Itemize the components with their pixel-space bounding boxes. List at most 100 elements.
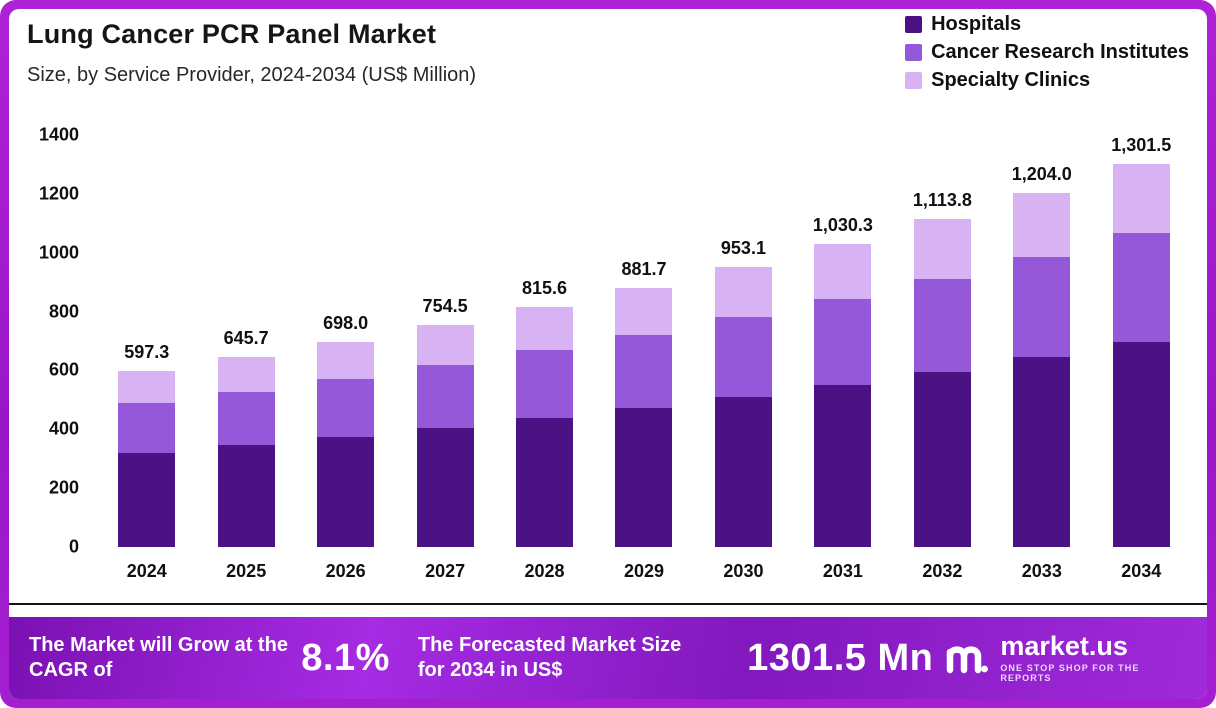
bar-segment-hospitals — [516, 418, 574, 547]
chart-title: Lung Cancer PCR Panel Market — [27, 19, 437, 49]
bar-segment-hospitals — [217, 445, 275, 547]
bar-segment-hospitals — [1112, 341, 1170, 547]
bar-total-label: 1,301.5 — [1111, 135, 1172, 155]
bar-segment-cancer-research-institutes — [217, 391, 275, 446]
infographic-body: Lung Cancer PCR Panel Market Size, by Se… — [9, 9, 1207, 699]
y-tick-label: 600 — [48, 359, 79, 380]
stacked-bar — [217, 357, 275, 547]
x-axis-label: 2024 — [126, 561, 167, 581]
bar-segment-cancer-research-institutes — [814, 298, 872, 385]
bar-group-2027: 754.5 — [395, 135, 494, 547]
forecast-text: The Forecasted Market Size for 2034 in U… — [417, 634, 682, 681]
bar-group-2034: 1,301.5 — [1092, 135, 1191, 547]
bar-segment-hospitals — [814, 384, 872, 547]
bar-segment-cancer-research-institutes — [317, 378, 375, 437]
bar-total-label: 1,030.3 — [812, 214, 873, 235]
y-tick-label: 800 — [48, 301, 79, 322]
bar-segment-specialty-clinics — [416, 324, 474, 366]
bar-segment-hospitals — [416, 428, 474, 547]
stacked-bar — [118, 371, 176, 547]
y-tick-label: 1000 — [38, 242, 79, 263]
x-axis-label: 2033 — [1021, 561, 1062, 581]
bar-group-2025: 645.7 — [196, 135, 295, 547]
x-axis-label: 2025 — [226, 561, 267, 581]
bar-segment-cancer-research-institutes — [913, 278, 971, 372]
brand-tagline: ONE STOP SHOP FOR THE REPORTS — [1000, 663, 1140, 683]
bar-segment-cancer-research-institutes — [1112, 233, 1170, 342]
y-tick-label: 400 — [48, 418, 79, 439]
bar-total-label: 815.6 — [522, 277, 568, 298]
bar-total-label: 1,204.0 — [1011, 163, 1072, 184]
y-tick-label: 200 — [48, 477, 79, 498]
stacked-bar — [615, 287, 673, 547]
bar-total-label: 953.1 — [720, 237, 766, 258]
chart-section: Lung Cancer PCR Panel Market Size, by Se… — [9, 9, 1207, 617]
x-axis-label: 2031 — [822, 561, 863, 581]
bar-segment-specialty-clinics — [516, 307, 574, 351]
legend-item-specialty-clinics: Specialty Clinics — [905, 69, 1189, 92]
bar-segment-hospitals — [1013, 357, 1071, 547]
x-axis-label: 2026 — [325, 561, 366, 581]
bar-total-label: 597.3 — [124, 342, 170, 363]
bar-segment-cancer-research-institutes — [416, 365, 474, 429]
bar-segment-specialty-clinics — [913, 219, 971, 279]
stacked-bar — [1013, 192, 1071, 547]
bar-total-label: 881.7 — [621, 258, 667, 279]
stacked-bar — [416, 324, 474, 547]
bar-group-2033: 1,204.0 — [992, 135, 1091, 547]
bar-group-2026: 698.0 — [296, 135, 395, 547]
bar-segment-cancer-research-institutes — [714, 317, 772, 397]
chart-bottom-rule — [9, 603, 1207, 605]
bar-segment-hospitals — [317, 436, 375, 547]
bar-total-label: 645.7 — [223, 327, 269, 348]
bar-group-2029: 881.7 — [594, 135, 693, 547]
bar-total-label: 1,113.8 — [912, 190, 972, 211]
legend: Hospitals Cancer Research Institutes Speci… — [905, 13, 1189, 92]
x-axis-label: 2030 — [723, 561, 764, 581]
legend-swatch-specialty-clinics — [905, 72, 923, 89]
bar-group-2028: 815.6 — [495, 135, 594, 547]
bar-segment-specialty-clinics — [615, 287, 673, 335]
legend-label: Hospitals — [931, 13, 1022, 35]
stacked-bar — [317, 341, 375, 547]
legend-swatch-hospitals — [905, 16, 923, 33]
stacked-bar — [714, 266, 772, 547]
bar-segment-specialty-clinics — [1112, 164, 1170, 234]
bar-group-2024: 597.3 — [97, 135, 196, 547]
stacked-bar — [516, 307, 574, 547]
bar-group-2032: 1,113.8 — [893, 135, 992, 547]
x-axis-label: 2034 — [1121, 561, 1162, 581]
y-axis: 0 200 400 600 800 1000 1200 1400 — [9, 125, 79, 557]
footer-banner: The Market will Grow at the CAGR of 8.1%… — [9, 617, 1207, 699]
bar-segment-hospitals — [714, 396, 772, 547]
bar-segment-hospitals — [615, 408, 673, 547]
y-tick-label: 1400 — [38, 124, 79, 145]
stacked-bar — [814, 243, 872, 547]
brand-name: market.us — [1000, 631, 1128, 661]
x-axis-label: 2028 — [524, 561, 565, 581]
brand-text: market.us ONE STOP SHOP FOR THE REPORTS — [1000, 631, 1187, 684]
forecast-value: 1301.5 Mn — [747, 636, 934, 679]
plot-area: 597.3 645.7 698.0 754.5 815.6 881.7 953.1 1,030… — [97, 135, 1191, 547]
stacked-bar — [913, 219, 971, 547]
bar-segment-cancer-research-institutes — [615, 334, 673, 409]
bar-total-label: 698.0 — [323, 312, 369, 333]
y-tick-label: 1200 — [38, 183, 79, 204]
bar-segment-cancer-research-institutes — [1013, 256, 1071, 358]
bar-segment-specialty-clinics — [714, 266, 772, 318]
bar-segment-specialty-clinics — [1013, 192, 1071, 257]
bar-segment-specialty-clinics — [814, 243, 872, 299]
bar-segment-cancer-research-institutes — [516, 350, 574, 419]
x-axis: 2024 2025 2026 2027 2028 2029 2030 2031 2032 2033… — [97, 561, 1191, 582]
x-axis-label: 2029 — [623, 561, 665, 581]
stacked-bar — [1112, 164, 1170, 547]
bar-segment-hospitals — [118, 452, 176, 547]
x-axis-label: 2032 — [922, 561, 963, 581]
legend-item-hospitals: Hospitals — [905, 13, 1189, 36]
legend-swatch-cancer-research-institutes — [905, 44, 923, 61]
legend-label: Specialty Clinics — [931, 69, 1091, 91]
bar-segment-cancer-research-institutes — [118, 402, 176, 453]
marketus-logo-icon — [943, 635, 989, 682]
brand-logo-group: market.us ONE STOP SHOP FOR THE REPORTS — [943, 633, 1187, 683]
